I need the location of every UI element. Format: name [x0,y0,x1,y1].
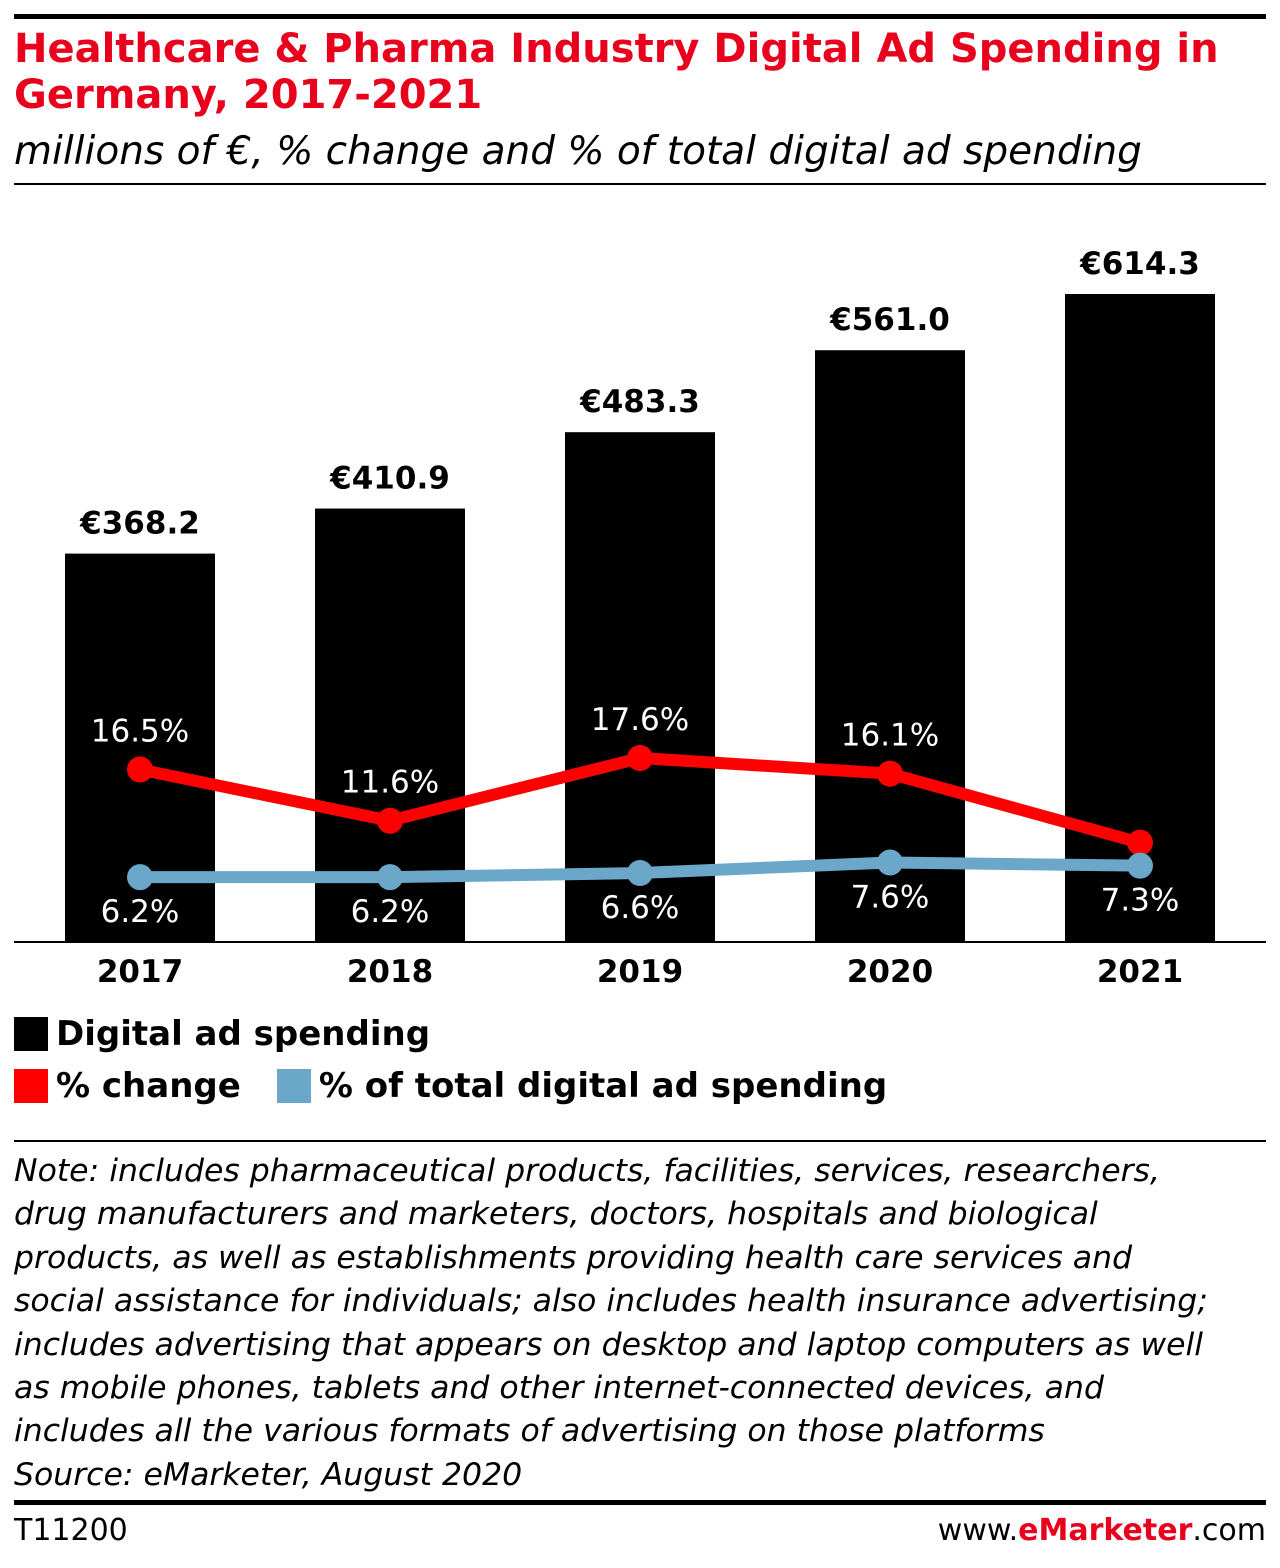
bar-value-label-2017: €368.2 [79,506,200,542]
top-rule [14,14,1266,19]
pct-of-total-point-2021 [1127,852,1153,879]
pct-of-total-point-2020 [877,849,903,876]
legend-label-change: % change [56,1066,241,1106]
brand-suffix: .com [1192,1513,1266,1548]
chart-id: T11200 [14,1513,128,1548]
labels-layer: €368.2 2017 €410.9 2018 €483.3 2019 €561.0 2020… [79,246,1200,990]
bar-2020 [815,350,965,942]
brand-prefix: www. [937,1513,1019,1548]
bar-value-label-2018: €410.9 [329,461,450,497]
x-tick-label-2019: 2019 [597,954,683,990]
chart-subtitle: millions of €, % change and % of total d… [14,129,1142,174]
pct-change-label-2019: 17.6% [591,702,689,738]
note-line: includes all the various formats of adve… [14,1413,1045,1450]
note-line: drug manufacturers and marketers, doctor… [14,1196,1098,1233]
pct-change-point-2021 [1127,829,1153,856]
pct-change-point-2017 [127,756,153,783]
pct-change-label-2021: 9.5% [1101,787,1180,823]
note-line: Note: includes pharmaceutical products, … [14,1153,1160,1189]
bar-value-label-2020: €561.0 [829,302,950,338]
subtitle-rule [14,183,1266,185]
x-tick-label-2021: 2021 [1097,954,1183,990]
pct-of-total-label-2020: 7.6% [851,880,930,916]
note-line: products, as well as establishments prov… [14,1239,1133,1276]
x-tick-label-2017: 2017 [97,954,183,990]
legend-label-share: % of total digital ad spending [318,1066,888,1106]
legend-row-1: Digital ad spending [14,1010,923,1058]
pct-change-point-2020 [877,760,903,787]
bar-value-label-2019: €483.3 [579,384,700,420]
chart-note: Note: includes pharmaceutical products, … [14,1150,1264,1497]
legend: Digital ad spending % change % of total … [14,1010,923,1114]
brand-name: eMarketer [1018,1513,1193,1548]
pct-of-total-point-2017 [127,864,153,891]
bar-2019 [565,432,715,942]
pct-of-total-label-2017: 6.2% [101,894,180,930]
chart-svg: €368.2 2017 €410.9 2018 €483.3 2019 €561.0 2020… [14,246,1266,990]
legend-rule [14,1140,1266,1142]
legend-swatch-share [276,1069,311,1103]
legend-label-spending: Digital ad spending [56,1014,431,1054]
legend-item-spending: Digital ad spending [14,1014,430,1054]
source-line: Source: eMarketer, August 2020 [14,1456,523,1493]
pct-of-total-point-2019 [627,860,653,886]
note-line: includes advertising that appears on des… [14,1326,1203,1363]
lines-layer [127,745,1153,891]
legend-swatch-change [14,1069,48,1103]
brand-link[interactable]: www.eMarketer.com [938,1513,1266,1548]
pct-of-total-label-2021: 7.3% [1101,883,1180,919]
chart-title: Healthcare & Pharma Industry Digital Ad … [14,26,1219,118]
x-tick-label-2020: 2020 [847,954,933,990]
pct-of-total-label-2019: 6.6% [601,890,680,926]
bottom-rule [14,1500,1266,1505]
pct-of-total-label-2018: 6.2% [351,894,430,930]
pct-change-label-2020: 16.1% [841,718,939,754]
pct-change-point-2019 [627,745,653,771]
pct-change-point-2018 [377,807,403,834]
legend-row-2: % change % of total digital ad spending [14,1062,923,1110]
pct-change-label-2017: 16.5% [91,714,189,750]
pct-of-total-point-2018 [377,864,403,891]
legend-swatch-spending [14,1017,48,1051]
pct-change-label-2018: 11.6% [341,765,439,801]
bar-value-label-2021: €614.3 [1079,246,1200,282]
x-tick-label-2018: 2018 [347,954,433,990]
note-line: as mobile phones, tablets and other inte… [14,1370,1104,1407]
legend-item-change: % change [14,1066,241,1106]
legend-item-share: % of total digital ad spending [276,1066,888,1106]
note-line: social assistance for individuals; also … [14,1283,1208,1320]
